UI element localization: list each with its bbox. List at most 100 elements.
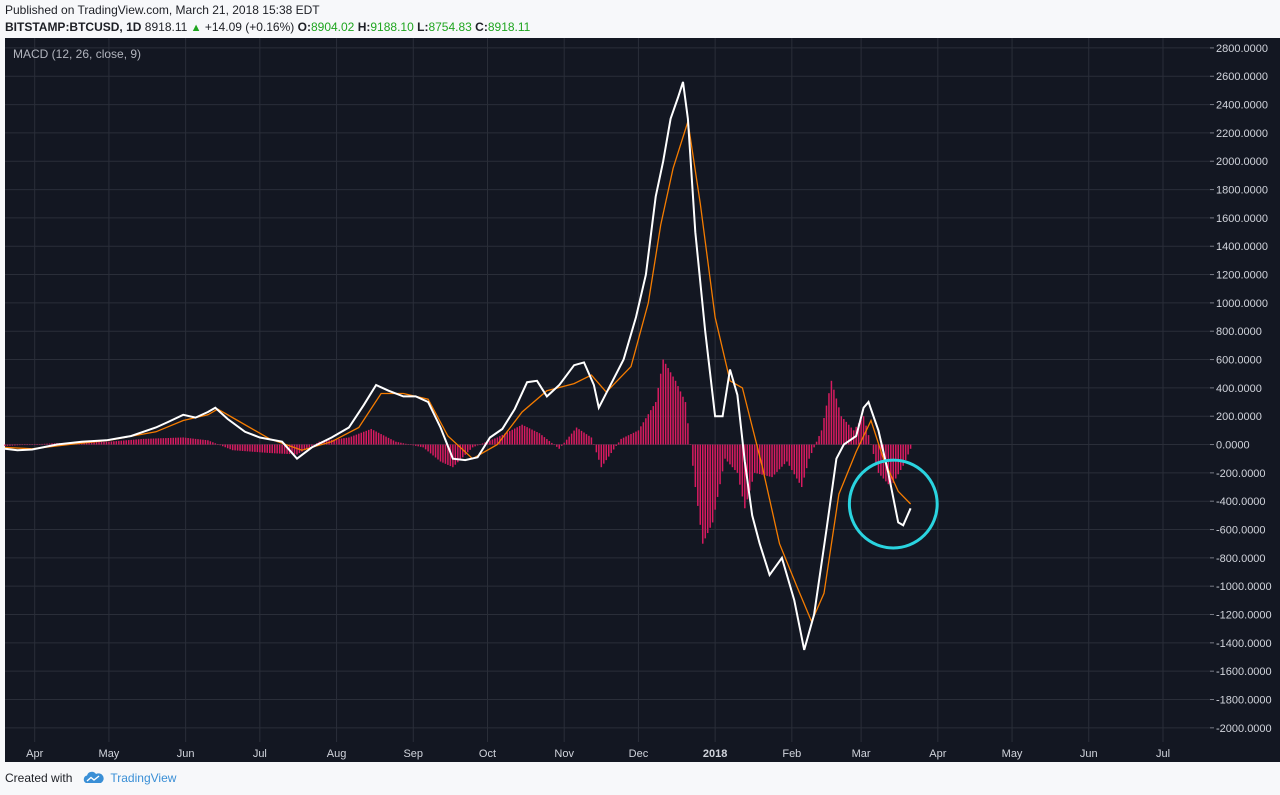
x-tick-label: Oct [479,748,496,760]
histogram-bar [367,429,370,445]
histogram-bar [358,433,360,445]
histogram-bar [565,439,568,445]
histogram-bar [558,444,560,449]
histogram-bar [192,438,194,445]
histogram-bar [820,430,823,445]
histogram-bar [93,442,95,445]
histogram-bar [387,437,390,445]
y-tick-label: 0.0000 [1216,440,1250,452]
histogram-bar [716,444,719,497]
x-tick-label: Feb [782,748,801,760]
symbol-name[interactable]: BITSTAMP:BTCUSD, 1D [5,20,142,34]
histogram-bar [308,444,311,448]
histogram-bar [177,437,179,445]
histogram-bar [714,444,716,510]
histogram-bar [155,438,157,445]
histogram-bar [516,427,518,445]
histogram-bar [199,439,202,445]
histogram-bar [610,444,612,454]
x-tick-label: May [99,748,120,760]
histogram-bar [187,438,189,445]
histogram-bar [909,444,912,449]
histogram-bar [51,443,53,445]
footer: Created with TradingView [5,771,176,785]
histogram-bar [130,439,132,445]
macd-chart[interactable]: 2800.0000 2600.0000 2400.0000 2200.0000 2000… [0,38,1280,762]
histogram-bar [595,444,598,453]
histogram-bar [110,441,113,445]
y-tick-label: 1200.0000 [1216,270,1268,282]
histogram-bar [251,444,254,452]
histogram-bar [734,444,736,471]
histogram-bar [365,430,367,445]
histogram-bar [335,439,338,445]
histogram-bar [645,418,647,445]
histogram-bar [172,437,174,445]
y-tick-label: -1200.0000 [1216,610,1272,622]
created-with-label: Created with [5,771,73,785]
price-change: +14.09 (+0.16%) [204,20,295,34]
histogram-bar [264,444,266,453]
histogram-bar [570,433,573,445]
histogram-bar [179,437,182,445]
histogram-bar [296,444,298,455]
y-tick-label: -1800.0000 [1216,695,1272,707]
histogram-bar [224,444,226,448]
histogram-bar [140,439,142,445]
histogram-bar [669,372,672,445]
histogram-bar [793,444,796,475]
histogram-bar [521,424,523,445]
tradingview-brand[interactable]: TradingView [110,771,177,785]
histogram-bar [345,437,348,445]
price-axis[interactable] [1210,38,1280,742]
histogram-bar [123,440,125,445]
histogram-bar [548,440,551,445]
histogram-bar [437,444,439,460]
histogram-bar [189,438,192,445]
histogram-bar [291,444,293,455]
histogram-bar [407,444,410,445]
histogram-bar [4,444,6,446]
histogram-bar [412,444,415,446]
histogram-bar [880,444,882,476]
x-tick-label: 2018 [703,748,727,760]
time-axis[interactable] [5,742,1280,762]
histogram-bar [788,444,791,466]
histogram-bar [506,432,509,445]
histogram-bar [689,444,692,446]
histogram-bar [21,444,24,446]
histogram-bar [271,444,273,454]
y-tick-label: 2800.0000 [1216,43,1268,55]
histogram-bar [600,444,603,468]
histogram-bar [150,438,152,445]
histogram-bar [259,444,261,453]
histogram-bar [546,439,548,445]
histogram-bar [887,444,890,485]
histogram-bar [491,439,494,445]
y-tick-label: 1400.0000 [1216,241,1268,253]
histogram-bar [434,444,437,458]
histogram-bar [640,426,642,445]
histogram-bar [513,428,516,445]
histogram-bar [563,442,565,445]
histogram-bar [256,444,259,453]
histogram-bar [103,441,105,445]
up-arrow-icon: ▲ [190,22,202,34]
tradingview-cloud-icon[interactable] [82,771,105,785]
histogram-bar [115,441,118,445]
histogram-bar [553,444,556,446]
histogram-bar [254,444,256,452]
histogram-bar [353,435,355,445]
histogram-bar [484,442,486,445]
histogram-bar [174,437,177,445]
histogram-bar [857,423,860,445]
histogram-bar [170,437,172,445]
histogram-bar [773,444,776,475]
histogram-bar [313,444,316,446]
histogram-bar [276,444,278,454]
histogram-bar [127,440,130,445]
histogram-bar [818,436,820,445]
histogram-bar [573,430,575,445]
histogram-bar [657,387,659,445]
histogram-bar [100,441,103,445]
